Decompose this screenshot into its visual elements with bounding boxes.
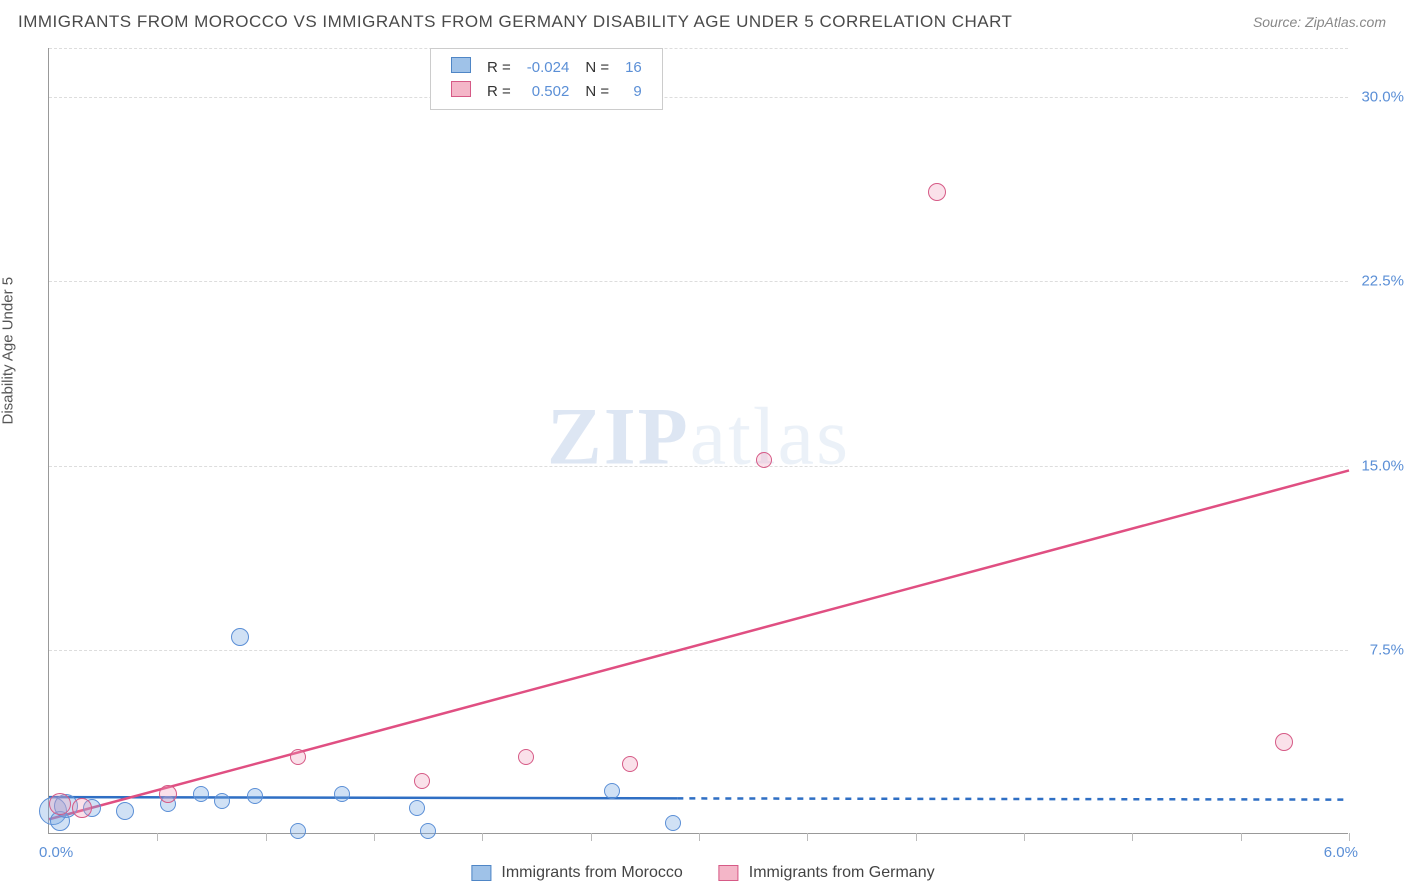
x-tick <box>1132 833 1133 841</box>
x-tick <box>266 833 267 841</box>
x-tick <box>482 833 483 841</box>
data-point-germany <box>756 452 772 468</box>
data-point-morocco <box>334 786 350 802</box>
data-point-morocco <box>231 628 249 646</box>
legend-swatch <box>471 865 491 881</box>
data-point-morocco <box>214 793 230 809</box>
legend-row: R =0.502 N =9 <box>443 79 650 103</box>
data-point-morocco <box>290 823 306 839</box>
series-legend: Immigrants from Morocco Immigrants from G… <box>471 864 934 882</box>
legend-swatch <box>451 57 471 73</box>
plot-area: ZIPatlas 0.0% 6.0% 7.5%15.0%22.5%30.0% <box>48 48 1348 834</box>
data-point-morocco <box>193 786 209 802</box>
source-attribution: Source: ZipAtlas.com <box>1253 14 1386 30</box>
legend-item: Immigrants from Morocco <box>471 864 682 882</box>
x-axis-min-label: 0.0% <box>39 844 73 861</box>
y-tick-label: 30.0% <box>1361 89 1404 106</box>
legend-row: R =-0.024 N =16 <box>443 55 650 79</box>
data-point-germany <box>414 773 430 789</box>
data-point-germany <box>1275 733 1293 751</box>
x-tick <box>157 833 158 841</box>
x-tick <box>374 833 375 841</box>
data-point-germany <box>290 749 306 765</box>
data-point-morocco <box>116 802 134 820</box>
x-tick <box>916 833 917 841</box>
legend-swatch <box>719 865 739 881</box>
data-point-germany <box>72 798 92 818</box>
data-point-germany <box>49 793 71 815</box>
legend-swatch <box>451 81 471 97</box>
x-tick <box>1241 833 1242 841</box>
x-tick <box>591 833 592 841</box>
x-tick <box>1349 833 1350 841</box>
x-tick <box>1024 833 1025 841</box>
data-point-morocco <box>409 800 425 816</box>
y-tick-label: 7.5% <box>1370 641 1404 658</box>
data-point-germany <box>928 183 946 201</box>
data-point-morocco <box>604 783 620 799</box>
data-point-germany <box>159 785 177 803</box>
data-point-germany <box>622 756 638 772</box>
data-point-morocco <box>247 788 263 804</box>
data-point-morocco <box>420 823 436 839</box>
legend-item: Immigrants from Germany <box>719 864 935 882</box>
x-axis-max-label: 6.0% <box>1324 844 1358 861</box>
chart-title: IMMIGRANTS FROM MOROCCO VS IMMIGRANTS FR… <box>18 12 1012 32</box>
x-tick <box>699 833 700 841</box>
correlation-legend: R =-0.024 N =16 R =0.502 N =9 <box>430 48 663 110</box>
y-tick-label: 22.5% <box>1361 273 1404 290</box>
y-axis-label: Disability Age Under 5 <box>0 277 17 425</box>
data-point-morocco <box>665 815 681 831</box>
y-tick-label: 15.0% <box>1361 457 1404 474</box>
data-point-germany <box>518 749 534 765</box>
x-tick <box>807 833 808 841</box>
trend-lines <box>49 48 1348 833</box>
